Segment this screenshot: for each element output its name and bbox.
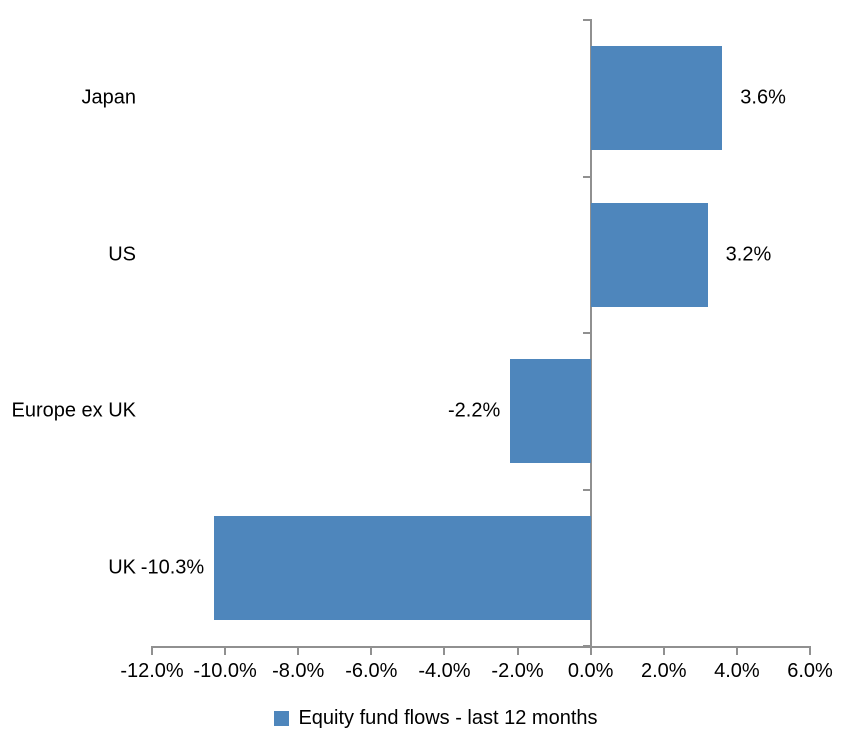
category-axis-tick: [582, 488, 592, 491]
value-axis-tick: [809, 646, 811, 655]
x-axis-tick-label: 4.0%: [714, 660, 760, 682]
x-axis-tick-label: -8.0%: [272, 660, 325, 682]
value-label-us: 3.2%: [725, 243, 772, 266]
category-label-japan: Japan: [81, 86, 137, 109]
bar-us: [590, 202, 708, 307]
x-axis-tick-label: -4.0%: [418, 660, 471, 682]
value-axis-tick: [151, 646, 153, 655]
x-axis-tick-label: 0.0%: [567, 660, 614, 682]
bar-europe-ex-uk: [510, 359, 591, 464]
value-axis-tick: [735, 646, 738, 655]
x-axis-tick-label: 2.0%: [640, 660, 687, 682]
legend: Equity fund flows - last 12 months: [10, 707, 852, 730]
value-axis-tick: [662, 646, 665, 655]
value-axis-tick: [516, 646, 519, 655]
category-label-uk: UK: [108, 556, 136, 579]
category-axis-tick: [582, 175, 592, 178]
value-label-europe-ex-uk: -2.2%: [448, 399, 501, 422]
value-axis-tick: [224, 646, 227, 655]
category-axis-tick: [582, 645, 592, 647]
value-label-uk: -10.3%: [140, 556, 205, 579]
x-axis-tick-label: -12.0%: [120, 660, 184, 682]
value-axis-tick: [589, 646, 592, 655]
value-axis-tick: [443, 646, 446, 655]
x-axis-tick-label: -6.0%: [345, 660, 398, 682]
value-label-japan: 3.6%: [740, 86, 786, 109]
x-axis-tick-label: 6.0%: [787, 660, 833, 682]
x-axis-tick-label: -2.0%: [491, 660, 544, 682]
x-axis-tick-label: -10.0%: [193, 660, 257, 682]
bar-uk: [214, 515, 591, 620]
bar-japan: [590, 46, 723, 151]
legend-label: Equity fund flows - last 12 months: [298, 707, 598, 729]
category-label-us: US: [108, 243, 136, 266]
value-axis-tick: [370, 646, 373, 655]
category-axis-tick: [582, 332, 592, 334]
category-label-europe-ex-uk: Europe ex UK: [11, 399, 136, 422]
legend-swatch: [274, 711, 290, 726]
value-axis-line: [151, 646, 811, 648]
category-axis-tick: [582, 19, 592, 21]
value-axis-tick: [297, 646, 300, 655]
